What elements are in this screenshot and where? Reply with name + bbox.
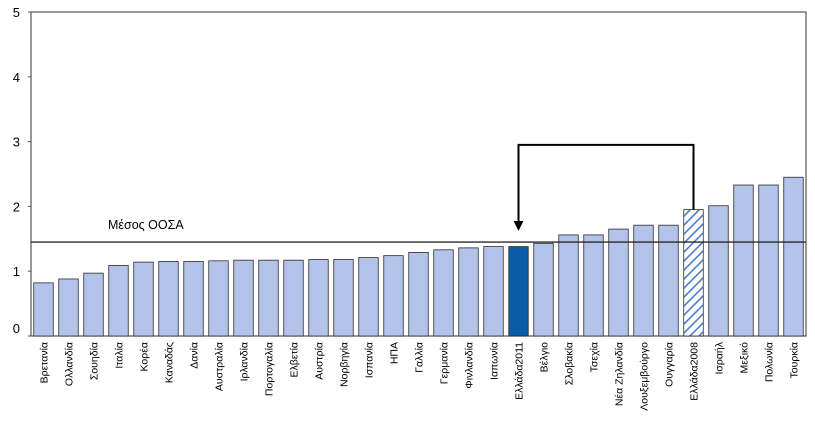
x-category-label: Ουγγαρία <box>664 342 676 387</box>
average-label: Μέσος ΟΟΣΑ <box>108 218 184 232</box>
x-category-label: Σουηδία <box>89 342 101 380</box>
y-tick-label: 0 <box>13 321 20 336</box>
bar <box>283 259 304 337</box>
x-category-label: Αυστρία <box>314 342 326 380</box>
x-category-label: Ολλανδία <box>64 342 76 386</box>
x-category-label: Σλοβακία <box>564 342 576 385</box>
bar <box>358 257 379 337</box>
x-category-label: Αυστραλία <box>214 342 226 391</box>
bar <box>783 176 804 337</box>
change-arrow <box>513 143 695 231</box>
bar <box>683 209 704 337</box>
x-category-label: Ισπανία <box>364 342 376 378</box>
x-category-label: Πορτογαλία <box>264 342 276 396</box>
bar <box>58 278 79 337</box>
x-category-label: Ελβετία <box>289 342 301 378</box>
y-tick-label: 2 <box>13 199 20 214</box>
x-category-label: Πολωνία <box>764 342 776 382</box>
bar <box>83 272 104 337</box>
bar <box>658 224 679 337</box>
bar <box>433 249 454 337</box>
x-category-label: Γερμανία <box>439 342 451 384</box>
y-tick-label: 4 <box>13 70 20 85</box>
bar <box>258 259 279 337</box>
bar <box>733 184 754 337</box>
x-category-label: Φινλανδία <box>464 342 476 389</box>
bar <box>33 282 54 337</box>
bar <box>333 259 354 337</box>
bar <box>708 205 729 337</box>
x-category-label: Ελλάδα2011 <box>514 342 526 400</box>
x-category-label: Ελλάδα2008 <box>689 342 701 401</box>
bar <box>633 224 654 337</box>
x-category-label: Τουρκία <box>789 342 801 378</box>
bar <box>758 184 779 337</box>
x-category-label: Κορέα <box>139 342 151 371</box>
y-tick-label: 5 <box>13 5 20 20</box>
bar <box>533 242 554 337</box>
x-category-label: Δανία <box>189 342 201 369</box>
bar <box>158 261 179 337</box>
x-category-label: Ιαπωνία <box>489 342 501 380</box>
x-category-label: Καναδάς <box>164 342 176 383</box>
x-category-label: Νορβηγία <box>339 342 351 387</box>
bar <box>108 264 129 337</box>
x-category-label: Βρετανία <box>39 342 51 383</box>
bar <box>133 261 154 337</box>
x-category-label: Ισραήλ <box>714 341 726 374</box>
bar <box>208 260 229 337</box>
x-category-label: Βέλγιο <box>539 342 551 373</box>
x-category-label: Τσεχία <box>589 342 601 372</box>
y-tick-label: 3 <box>13 135 20 150</box>
x-category-label: Μεξικό <box>739 342 751 374</box>
x-category-label: Ιρλανδία <box>239 342 251 381</box>
bar <box>383 255 404 337</box>
bar <box>483 246 504 337</box>
x-category-label: Ιταλία <box>114 342 126 369</box>
y-tick-label: 1 <box>13 264 20 279</box>
bar <box>608 228 629 337</box>
x-category-label: Γαλλία <box>414 342 426 373</box>
bar <box>408 252 429 337</box>
x-category-label: Νέα Ζηλανδία <box>614 342 626 406</box>
bar <box>558 234 579 337</box>
bar <box>508 246 529 337</box>
x-category-label: ΗΠΑ <box>389 342 401 364</box>
bar <box>583 234 604 337</box>
bar <box>233 259 254 337</box>
bar <box>183 261 204 337</box>
bar <box>458 247 479 337</box>
bar <box>308 259 329 337</box>
x-category-label: Λουξεμβούργο <box>639 342 651 411</box>
